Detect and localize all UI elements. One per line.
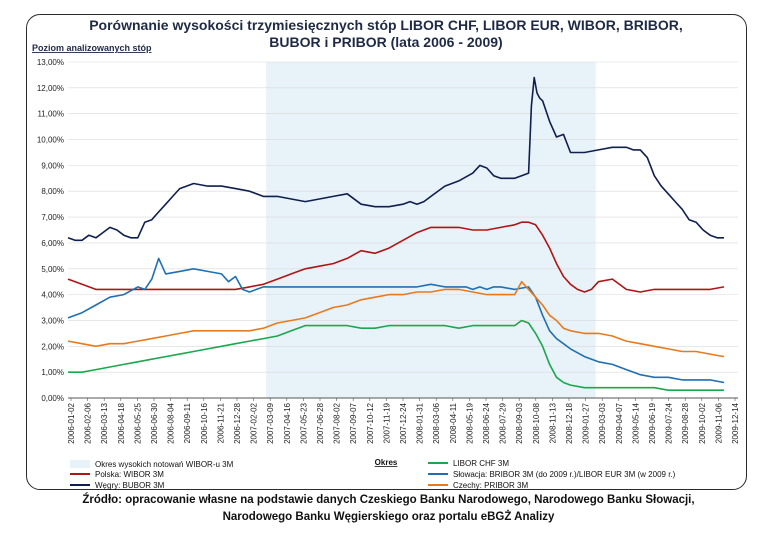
x-tick-18: 2007-10-12 [366, 402, 375, 443]
y-tick-11: 11,00% [37, 110, 64, 119]
line-chart: Porównanie wysokości trzymiesięcznych st… [32, 17, 740, 490]
y-tick-labels: 0,00% 1,00% 2,00% 3,00% 4,00% 5,00% 6,00% 7,00%… [37, 58, 64, 403]
gridlines [68, 61, 738, 373]
legend-label-shade: Okres wysokich notowań WIBOR-u 3M [95, 460, 234, 469]
x-tick-28: 2008-10-08 [532, 402, 541, 443]
legend-label-0: Węgry: BUBOR 3M [95, 481, 165, 490]
x-tick-21: 2008-01-31 [416, 402, 425, 443]
x-tick-5: 2006-06-30 [150, 402, 159, 443]
x-tick-0: 2006-01-02 [67, 402, 76, 443]
x-tick-39: 2009-11-06 [714, 402, 723, 443]
x-axis-label: Okres [375, 458, 398, 467]
legend-swatch-shade [70, 460, 90, 468]
y-tick-13: 13,00% [37, 58, 64, 67]
x-tick-34: 2009-05-14 [631, 402, 640, 443]
series-line-3 [68, 319, 724, 392]
source-line-2: Narodowego Banku Węgierskiego oraz porta… [222, 511, 555, 523]
x-tick-14: 2007-05-23 [299, 402, 308, 443]
legend-label-1: Polska: WIBOR 3M [95, 470, 164, 479]
source-note: Źródło: opracowanie własne na podstawie … [0, 492, 777, 526]
y-tick-2: 2,00% [41, 342, 64, 351]
x-tick-40: 2009-12-14 [731, 402, 740, 443]
x-tick-36: 2009-07-24 [665, 402, 674, 443]
x-tick-7: 2006-09-11 [183, 402, 192, 443]
x-tick-4: 2006-05-25 [133, 402, 142, 443]
x-tick-23: 2008-04-11 [449, 402, 458, 443]
y-tick-6: 6,00% [41, 239, 64, 248]
legend-label-2: Słowacja: BRIBOR 3M (do 2009 r.)/LIBOR E… [453, 470, 676, 479]
x-tick-15: 2007-06-28 [316, 402, 325, 443]
legend-label-3: LIBOR CHF 3M [453, 459, 509, 468]
x-tick-2: 2006-03-13 [100, 402, 109, 443]
y-tick-10: 10,00% [37, 136, 64, 145]
x-tick-22: 2008-03-06 [432, 402, 441, 443]
y-tick-4: 4,00% [41, 291, 64, 300]
x-tick-10: 2006-12-28 [233, 402, 242, 443]
y-tick-5: 5,00% [41, 265, 64, 274]
x-tick-20: 2007-12-24 [399, 402, 408, 443]
x-tick-1: 2006-02-06 [84, 402, 93, 443]
series-line-2 [67, 257, 725, 384]
y-tick-1: 1,00% [41, 368, 64, 377]
x-tick-25: 2008-06-24 [482, 402, 491, 443]
x-tick-35: 2009-06-19 [648, 402, 657, 443]
chart-title-line-2: BUBOR i PRIBOR (lata 2006 - 2009) [269, 34, 502, 50]
x-tick-13: 2007-04-16 [283, 402, 292, 443]
x-tick-32: 2009-03-03 [598, 402, 607, 443]
series-line-4 [67, 280, 725, 358]
x-tick-labels: 2006-01-02 2006-02-06 2006-03-13 2006-04-18… [67, 398, 740, 444]
x-tick-12: 2007-03-09 [266, 402, 275, 443]
x-tick-19: 2007-11-19 [382, 402, 391, 443]
x-tick-33: 2009-04-07 [615, 402, 624, 443]
chart-title-line-1: Porównanie wysokości trzymiesięcznych st… [89, 17, 683, 33]
series-line-1 [67, 221, 725, 293]
legend: Okres wysokich notowań WIBOR-u 3M LIBOR … [70, 459, 676, 490]
x-tick-6: 2006-08-04 [167, 402, 176, 443]
y-tick-7: 7,00% [41, 213, 64, 222]
x-tick-11: 2007-02-02 [250, 402, 259, 443]
x-tick-26: 2008-07-29 [499, 402, 508, 443]
y-tick-0: 0,00% [41, 394, 64, 403]
x-tick-31: 2009-01-27 [582, 402, 591, 443]
x-tick-38: 2009-10-02 [698, 402, 707, 443]
x-tick-16: 2007-08-02 [333, 402, 342, 443]
source-line-1: Źródło: opracowanie własne na podstawie … [82, 494, 695, 506]
x-tick-9: 2006-11-21 [216, 402, 225, 443]
legend-label-4: Czechy: PRIBOR 3M [453, 481, 528, 490]
x-tick-8: 2006-10-16 [200, 402, 209, 443]
series-line-0 [67, 76, 724, 242]
x-tick-37: 2009-08-28 [681, 402, 690, 443]
y-axis-label: Poziom analizowanych stóp [32, 43, 152, 53]
x-tick-3: 2006-04-18 [117, 402, 126, 443]
y-tick-8: 8,00% [41, 187, 64, 196]
x-tick-17: 2007-09-07 [349, 402, 358, 443]
x-tick-29: 2008-11-13 [548, 402, 557, 443]
y-tick-3: 3,00% [41, 316, 64, 325]
x-tick-27: 2008-09-03 [515, 402, 524, 443]
series-lines [67, 76, 725, 392]
x-tick-24: 2008-05-19 [465, 402, 474, 443]
x-tick-30: 2008-12-18 [565, 402, 574, 443]
y-tick-12: 12,00% [37, 84, 64, 93]
y-tick-9: 9,00% [41, 161, 64, 170]
